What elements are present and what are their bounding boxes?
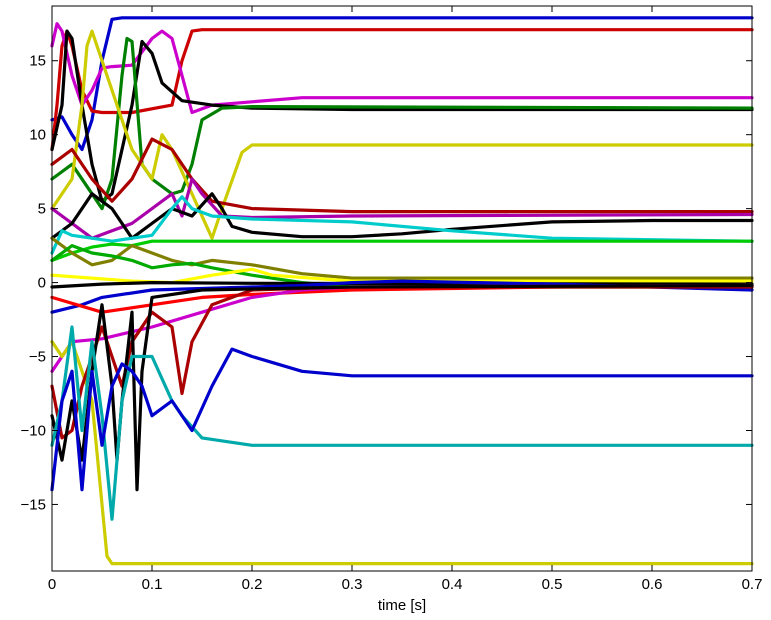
series-line-12 [50,236,754,280]
series-line-15 [50,281,754,289]
series-line-7 [50,137,754,214]
y-tick-label: 0 [38,275,46,292]
y-tick-label: 5 [38,201,46,218]
y-tick-label: 10 [29,127,46,144]
plot-frame [51,5,753,572]
x-tick-label: 0.5 [542,576,563,593]
x-axis-label: time [s] [378,597,426,614]
series-line-3 [50,22,754,115]
y-tick-label: 15 [29,53,46,70]
series-line-20 [50,285,754,440]
x-tick-label: 0 [48,576,56,593]
series-line-10 [50,195,754,255]
x-tick-label: 0.4 [442,576,463,593]
series-line-22 [50,325,754,521]
x-tick-label: 0.7 [742,576,763,593]
series-line-2 [50,28,754,152]
y-tick-label: −15 [21,496,46,513]
x-tick-label: 0.6 [642,576,663,593]
x-tick-label: 0.1 [142,576,163,593]
x-tick-label: 0.2 [242,576,263,593]
x-tick-label: 0.3 [342,576,363,593]
series-line-14 [50,267,754,285]
y-tick-label: −5 [29,349,46,366]
series-line-4 [50,29,754,203]
series-line-1 [50,16,754,152]
series-line-11 [50,239,754,262]
series-line-18 [50,283,754,373]
y-axis: −15 −10 −5 0 5 10 15 [21,53,752,513]
series-layer [50,16,754,566]
y-tick-label: −10 [21,422,46,439]
series-line-19 [50,340,754,566]
x-axis: 0 0.1 0.2 0.3 0.4 0.5 0.6 0.7 [48,6,763,593]
series-line-23 [50,347,754,492]
series-line-6 [50,29,754,240]
